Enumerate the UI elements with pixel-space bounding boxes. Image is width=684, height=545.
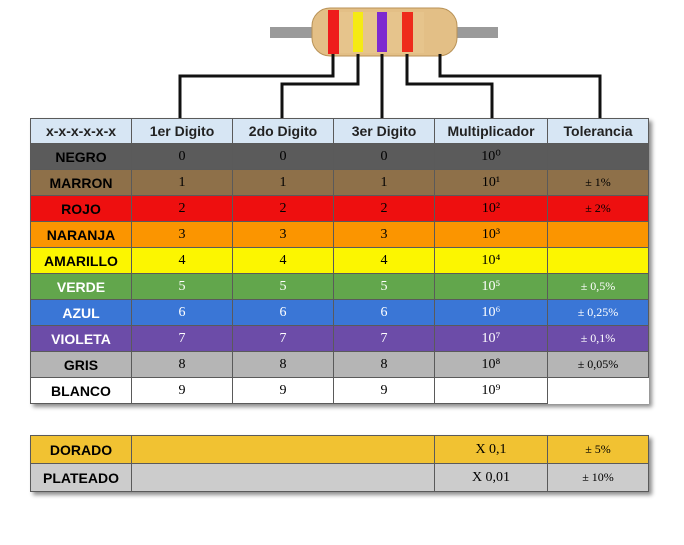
table-row: NARANJA 3 3 3 10³	[30, 221, 649, 248]
digit-1-value: 2	[131, 195, 233, 222]
table-row: GRIS 8 8 8 10⁸ ± 0,05%	[30, 351, 649, 378]
color-name: DORADO	[30, 435, 132, 464]
table-row: PLATEADO X 0,01 ± 10%	[30, 463, 649, 492]
header-digit-1: 1er Digito	[131, 118, 233, 144]
multiplier-value: 10⁰	[434, 143, 548, 170]
resistor-illustration	[178, 7, 602, 118]
multiplier-value: 10⁶	[434, 299, 548, 326]
digit-3-value: 3	[333, 221, 435, 248]
digit-1-value: 8	[131, 351, 233, 378]
table-header-row: x-x-x-x-x-x 1er Digito 2do Digito 3er Di…	[30, 118, 649, 144]
multiplier-value: 10²	[434, 195, 548, 222]
digit-2-value: 4	[232, 247, 334, 274]
header-colors: x-x-x-x-x-x	[30, 118, 132, 144]
resistor-lead-left	[270, 27, 318, 38]
resistor-band-2	[353, 12, 363, 52]
resistor-band-4	[402, 12, 413, 52]
table-row: NEGRO 0 0 0 10⁰	[30, 143, 649, 170]
header-digit-3: 3er Digito	[333, 118, 435, 144]
color-name: BLANCO	[30, 377, 132, 404]
color-name: AMARILLO	[30, 247, 132, 274]
multiplier-value: 10⁹	[434, 377, 548, 404]
resistor-band-1	[328, 10, 339, 54]
color-fill	[131, 435, 435, 464]
table-row: VERDE 5 5 5 10⁵ ± 0,5%	[30, 273, 649, 300]
multiplier-value: 10¹	[434, 169, 548, 196]
tolerance-value	[547, 221, 649, 248]
tolerance-value: ± 0,25%	[547, 299, 649, 326]
color-name: VIOLETA	[30, 325, 132, 352]
resistor-band-3	[377, 12, 387, 52]
color-name: PLATEADO	[30, 463, 132, 492]
digit-2-value: 1	[232, 169, 334, 196]
tolerance-value	[547, 247, 649, 274]
table-row: AZUL 6 6 6 10⁶ ± 0,25%	[30, 299, 649, 326]
digit-3-value: 5	[333, 273, 435, 300]
digit-3-value: 0	[333, 143, 435, 170]
digit-1-value: 1	[131, 169, 233, 196]
connector-lines	[178, 54, 602, 118]
table-row: ROJO 2 2 2 10² ± 2%	[30, 195, 649, 222]
tolerance-value: ± 0,05%	[547, 351, 649, 378]
digit-3-value: 7	[333, 325, 435, 352]
table-row: BLANCO 9 9 9 10⁹	[30, 377, 649, 404]
tolerance-value: ± 10%	[547, 463, 649, 492]
tolerance-value: ± 0,1%	[547, 325, 649, 352]
digit-2-value: 3	[232, 221, 334, 248]
digit-3-value: 6	[333, 299, 435, 326]
digit-1-value: 5	[131, 273, 233, 300]
color-name: VERDE	[30, 273, 132, 300]
multiplier-value: 10³	[434, 221, 548, 248]
digit-2-value: 8	[232, 351, 334, 378]
color-name: MARRON	[30, 169, 132, 196]
color-name: ROJO	[30, 195, 132, 222]
tolerance-value	[547, 143, 649, 170]
resistor-color-table: x-x-x-x-x-x 1er Digito 2do Digito 3er Di…	[30, 118, 649, 404]
digit-2-value: 5	[232, 273, 334, 300]
digit-3-value: 8	[333, 351, 435, 378]
digit-3-value: 2	[333, 195, 435, 222]
table-row: MARRON 1 1 1 10¹ ± 1%	[30, 169, 649, 196]
header-tolerance: Tolerancia	[547, 118, 649, 144]
multiplier-value: 10⁵	[434, 273, 548, 300]
tolerance-value	[547, 377, 649, 404]
multiplier-value: X 0,01	[434, 463, 548, 492]
color-name: AZUL	[30, 299, 132, 326]
tolerance-value: ± 5%	[547, 435, 649, 464]
multiplier-value: X 0,1	[434, 435, 548, 464]
digit-1-value: 3	[131, 221, 233, 248]
digit-2-value: 9	[232, 377, 334, 404]
tolerance-value: ± 0,5%	[547, 273, 649, 300]
tolerance-value: ± 1%	[547, 169, 649, 196]
header-digit-2: 2do Digito	[232, 118, 334, 144]
header-multiplier: Multiplicador	[434, 118, 548, 144]
multiplier-value: 10⁸	[434, 351, 548, 378]
resistor-lead-right	[448, 27, 498, 38]
digit-1-value: 0	[131, 143, 233, 170]
color-fill	[131, 463, 435, 492]
tolerance-value: ± 2%	[547, 195, 649, 222]
digit-2-value: 2	[232, 195, 334, 222]
multiplier-value: 10⁴	[434, 247, 548, 274]
table-row: VIOLETA 7 7 7 10⁷ ± 0,1%	[30, 325, 649, 352]
digit-1-value: 9	[131, 377, 233, 404]
color-name: NARANJA	[30, 221, 132, 248]
digit-3-value: 1	[333, 169, 435, 196]
digit-2-value: 0	[232, 143, 334, 170]
digit-1-value: 7	[131, 325, 233, 352]
color-name: NEGRO	[30, 143, 132, 170]
table-row: DORADO X 0,1 ± 5%	[30, 435, 649, 464]
extra-bands-table: DORADO X 0,1 ± 5% PLATEADO X 0,01 ± 10%	[30, 435, 649, 492]
digit-2-value: 7	[232, 325, 334, 352]
digit-1-value: 4	[131, 247, 233, 274]
digit-2-value: 6	[232, 299, 334, 326]
digit-3-value: 4	[333, 247, 435, 274]
digit-3-value: 9	[333, 377, 435, 404]
color-name: GRIS	[30, 351, 132, 378]
digit-1-value: 6	[131, 299, 233, 326]
table-row: AMARILLO 4 4 4 10⁴	[30, 247, 649, 274]
multiplier-value: 10⁷	[434, 325, 548, 352]
